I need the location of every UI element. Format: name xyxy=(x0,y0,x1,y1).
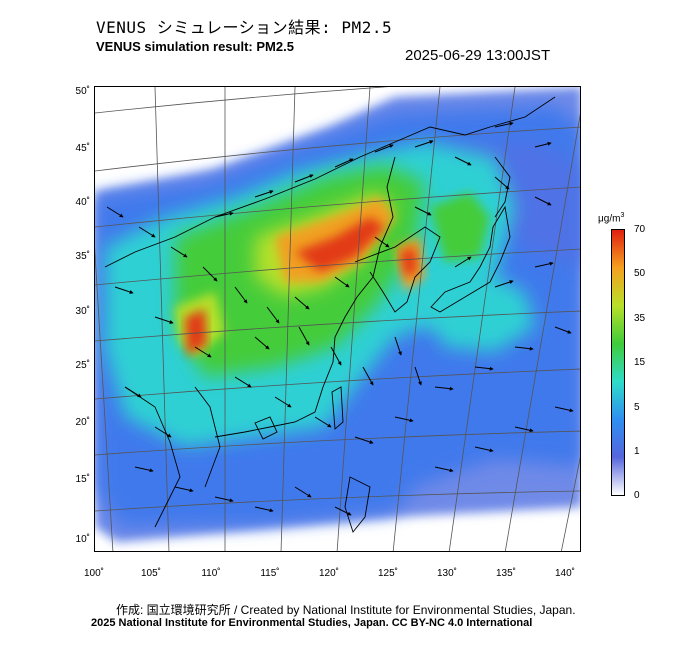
colorbar-tick-35: 35 xyxy=(634,313,646,324)
concentration-field xyxy=(95,87,580,542)
lon-label-135: 135˚ xyxy=(495,568,516,579)
lon-label-105: 105˚ xyxy=(140,568,161,579)
colorbar-unit-exponent: 3 xyxy=(620,212,625,219)
colorbar-tick-0: 0 xyxy=(634,490,640,501)
copyright-line: 2025 National Institute for Environmenta… xyxy=(91,617,533,629)
lon-label-130: 130˚ xyxy=(436,568,457,579)
colorbar-tick-1: 1 xyxy=(634,446,640,457)
lon-label-120: 120˚ xyxy=(318,568,339,579)
lat-label-50: 50˚ xyxy=(75,86,90,97)
colorbar xyxy=(611,229,625,496)
lon-label-100: 100˚ xyxy=(83,568,104,579)
map-canvas xyxy=(95,87,580,551)
chart-title-japanese: VENUS シミュレーション結果: PM2.5 xyxy=(96,18,393,37)
colorbar-tick-70: 70 xyxy=(634,224,646,235)
pm25-map xyxy=(94,86,581,552)
chart-title-english: VENUS simulation result: PM2.5 xyxy=(96,39,294,54)
colorbar-tick-50: 50 xyxy=(634,268,646,279)
lon-label-115: 115˚ xyxy=(260,568,280,579)
lat-label-35: 35˚ xyxy=(75,251,90,262)
lat-label-20: 20˚ xyxy=(75,417,90,428)
lat-label-40: 40˚ xyxy=(75,197,90,208)
lat-label-25: 25˚ xyxy=(75,360,90,371)
lat-label-30: 30˚ xyxy=(75,306,90,317)
colorbar-unit-text: μg/m xyxy=(598,213,621,225)
lat-label-45: 45˚ xyxy=(75,143,90,154)
lat-label-15: 15˚ xyxy=(75,474,90,485)
credit-line: 作成: 国立環境研究所 / Created by National Instit… xyxy=(116,603,576,617)
colorbar-tick-5: 5 xyxy=(634,402,640,413)
forecast-timestamp: 2025-06-29 13:00JST xyxy=(405,47,551,64)
graticule xyxy=(95,87,580,551)
lon-label-110: 110˚ xyxy=(201,568,221,579)
lon-label-140: 140˚ xyxy=(554,568,575,579)
wind-vectors xyxy=(106,121,574,516)
colorbar-tick-15: 15 xyxy=(634,357,646,368)
lon-label-125: 125˚ xyxy=(377,568,398,579)
coastlines xyxy=(104,96,556,533)
colorbar-unit: μg/m3 xyxy=(598,212,624,224)
lat-label-10: 10˚ xyxy=(75,534,90,545)
